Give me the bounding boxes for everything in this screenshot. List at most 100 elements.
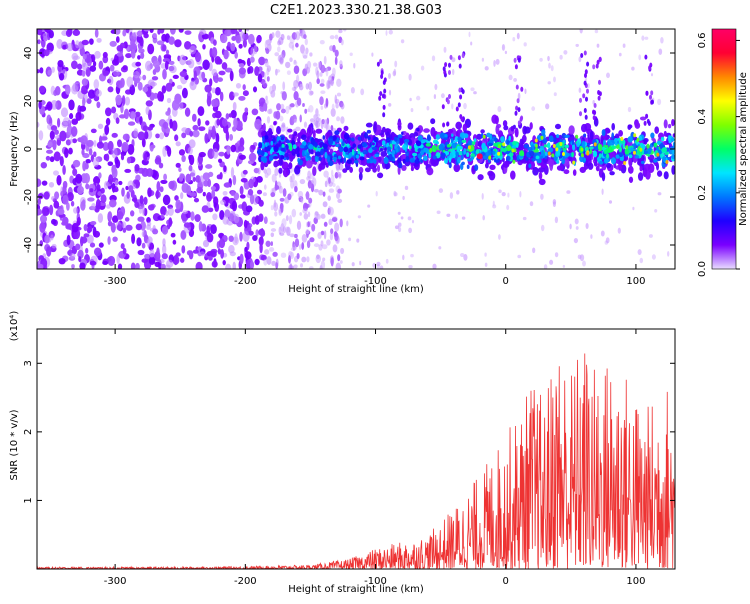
spectrogram-cell <box>72 207 79 214</box>
spectrogram-cell <box>102 260 109 265</box>
spectrogram-cell <box>618 130 624 137</box>
snr-x-tick-label: -200 <box>234 576 257 587</box>
spectrogram-cell <box>379 147 384 152</box>
spectrogram-cell <box>278 167 283 174</box>
spectrogram-cell <box>322 191 326 197</box>
spectrogram-cell <box>181 245 186 254</box>
spectrogram-cell <box>288 162 293 170</box>
spectrogram-cell <box>87 89 96 99</box>
spectrogram-cell <box>147 187 152 198</box>
spectrogram-cell <box>70 126 78 137</box>
spectrogram-cell <box>632 206 635 211</box>
spectrogram-cell <box>364 167 371 173</box>
spectrogram-cell <box>330 169 334 177</box>
spectrogram-cell <box>596 43 600 48</box>
spectrogram-cell <box>660 136 665 142</box>
spectrogram-cell <box>376 164 381 173</box>
spectrogram-cell <box>279 56 284 65</box>
spectrogram-cell <box>206 232 214 243</box>
spectrogram-cell <box>198 221 203 232</box>
spectrogram-cell <box>514 127 519 138</box>
spectrogram-cell <box>131 31 139 37</box>
spectrogram-cell <box>319 72 323 77</box>
spectrogram-cell <box>190 211 195 221</box>
spectrogram-cell <box>359 260 362 266</box>
spectrogram-cell <box>417 135 423 142</box>
spectrogram-cell <box>596 59 600 65</box>
spectrogram-cell <box>50 234 54 241</box>
spectrogram-cell <box>451 57 456 63</box>
spectrogram-cell <box>294 165 301 175</box>
spectrogram-cell <box>235 82 242 89</box>
spectrogram-cell <box>201 71 206 80</box>
spectrogram-cell <box>436 210 441 215</box>
spectrogram-cell <box>428 152 432 159</box>
colorbar-label: Normalized spectral amplitude <box>738 72 749 226</box>
spectrogram-cell <box>538 178 546 186</box>
spectrogram-cell <box>453 163 461 173</box>
spectrogram-cell <box>650 132 655 139</box>
spectrogram-cell <box>325 97 329 107</box>
spectrogram-cell <box>382 80 386 85</box>
spectrogram-cell <box>340 39 344 46</box>
spectrogram-cell <box>644 54 648 60</box>
spectrogram-cell <box>649 94 652 100</box>
spectrogram-cell <box>542 138 548 144</box>
spectrogram-cell <box>238 95 246 101</box>
spectrogram-cell <box>459 132 466 139</box>
spectrogram-cell <box>473 138 477 143</box>
spectrogram-cell <box>529 122 533 130</box>
spectrogram-cell <box>245 205 253 213</box>
spectrogram-cell <box>301 256 307 263</box>
spectrogram-cell <box>484 262 488 267</box>
spectrogram-cell <box>96 37 102 43</box>
spectrogram-cell <box>343 29 347 32</box>
spectrogram-cell <box>157 29 161 35</box>
spectrogram-cell <box>174 134 179 142</box>
spectrogram-cell <box>333 231 338 238</box>
spectrogram-cell <box>296 220 302 231</box>
spectrogram-cell <box>111 147 118 159</box>
spectrogram-cell <box>607 138 612 147</box>
spectrogram-cell <box>134 201 140 208</box>
spectrogram-cell <box>264 138 270 143</box>
spectrogram-cell <box>343 132 350 140</box>
spectrogram-cell <box>314 211 319 216</box>
spectrogram-cell <box>212 213 218 221</box>
spectrogram-cell <box>398 162 403 169</box>
spectrogram-cell <box>467 145 471 150</box>
spectrogram-cell <box>371 142 375 146</box>
spectrogram-cell <box>552 201 556 208</box>
spectrogram-cell <box>307 170 311 179</box>
spectrogram-cell <box>331 217 338 223</box>
spectrogram-cell <box>622 43 626 48</box>
spectrogram-cell <box>579 166 587 173</box>
spectrogram-cell <box>107 161 114 167</box>
spectrogram-cell <box>139 37 144 47</box>
spectrogram-cell <box>293 118 298 123</box>
spectrogram-cell <box>521 134 527 143</box>
snr-panel: -300 -200 -100 0 100 1 2 3 Height of straight l… <box>9 311 676 595</box>
spectrogram-cell <box>39 214 48 224</box>
spectrogram-cell <box>451 103 454 110</box>
spectrogram-cell <box>408 227 412 234</box>
spectrogram-cell <box>224 67 233 73</box>
spectrogram-cell <box>102 141 109 151</box>
spectrogram-cell <box>154 261 161 268</box>
spectrogram-cell <box>266 116 271 124</box>
spectrogram-cell <box>219 199 226 205</box>
spectrogram-cell <box>308 81 313 91</box>
spectrogram-cell <box>302 208 308 214</box>
spectrogram-cell <box>654 208 658 213</box>
spectrogram-cell <box>169 78 173 84</box>
spectrogram-cell <box>515 84 519 90</box>
spectrogram-cell <box>323 230 327 240</box>
spectrogram-cell <box>107 140 114 152</box>
spectrogram-cell <box>255 229 259 237</box>
spectrogram-cell <box>263 168 267 174</box>
spectrogram-cell <box>463 133 469 139</box>
spectrogram-cell <box>281 91 287 101</box>
spectrogram-cell <box>343 146 349 153</box>
spectrogram-cell <box>197 181 205 187</box>
spectrogram-cell <box>38 130 44 141</box>
